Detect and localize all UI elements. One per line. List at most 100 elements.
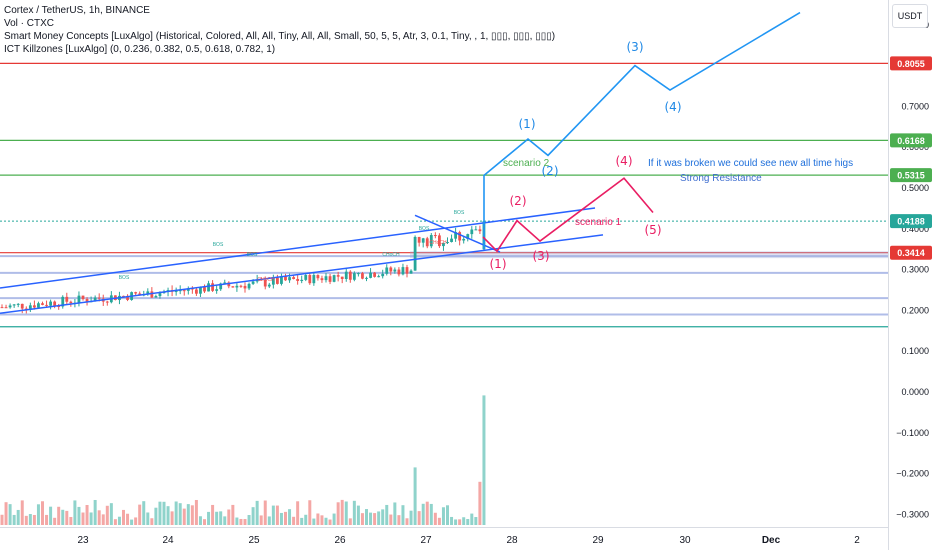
volume-bar bbox=[134, 517, 138, 525]
candle-body bbox=[182, 290, 186, 292]
price-tick-label: −0.3000 bbox=[896, 509, 929, 519]
volume-bar bbox=[73, 500, 77, 525]
smc-indicator-label[interactable]: Smart Money Concepts [LuxAlgo] (Historic… bbox=[4, 31, 556, 42]
symbol-title: Cortex / TetherUS, 1h, BINANCE bbox=[4, 5, 150, 16]
volume-bar bbox=[312, 518, 316, 525]
candle-body bbox=[300, 279, 304, 281]
candle-body bbox=[332, 275, 336, 282]
scenario-1-path bbox=[482, 177, 654, 253]
volume-bar bbox=[93, 499, 97, 525]
scenario-2-path bbox=[483, 11, 801, 250]
candle-body bbox=[348, 271, 352, 280]
price-tag-label: 0.8055 bbox=[897, 59, 925, 69]
volume-bar bbox=[389, 514, 393, 525]
candle-body bbox=[474, 229, 478, 231]
candle-body bbox=[385, 267, 389, 274]
candle-body bbox=[466, 234, 470, 239]
volume-bar bbox=[275, 505, 279, 525]
volume-bar bbox=[105, 505, 109, 525]
candle-body bbox=[438, 235, 441, 247]
volume-bar bbox=[263, 500, 267, 525]
volume-bar bbox=[198, 516, 202, 525]
price-chart[interactable]: BOS BOS BOS BOS BOS CHoCH CHoCH CHoCH (1) (2) (3) (… bbox=[0, 0, 888, 527]
time-tick-label: 29 bbox=[592, 535, 604, 546]
time-tick-label: 30 bbox=[679, 535, 691, 546]
candle-body bbox=[24, 308, 28, 310]
smc-label: CHoCH bbox=[257, 277, 275, 283]
candle-body bbox=[401, 267, 405, 275]
candle-body bbox=[61, 296, 65, 307]
volume-bar bbox=[32, 514, 36, 525]
volume-bar bbox=[170, 511, 174, 525]
candle-body bbox=[20, 303, 24, 309]
volume-bar bbox=[296, 501, 300, 525]
price-tick-label: 0.3000 bbox=[901, 265, 929, 275]
volume-bar bbox=[474, 517, 478, 525]
volume-bar bbox=[259, 515, 263, 525]
price-tag bbox=[890, 214, 932, 229]
candle-body bbox=[69, 301, 73, 304]
volume-bar bbox=[57, 506, 61, 525]
candle-body bbox=[425, 238, 429, 247]
volume-bar bbox=[348, 518, 352, 525]
volume-bar bbox=[393, 502, 397, 525]
scenario-2-label: scenario 2 bbox=[503, 158, 550, 169]
volume-bar bbox=[417, 511, 421, 525]
volume-bar bbox=[138, 504, 142, 525]
candle-body bbox=[211, 283, 214, 291]
volume-bar bbox=[231, 504, 235, 525]
volume-bar bbox=[401, 505, 405, 525]
candle-body bbox=[280, 276, 283, 284]
volume-bar bbox=[142, 501, 146, 525]
killzones-indicator-label[interactable]: ICT Killzones [LuxAlgo] (0, 0.236, 0.382… bbox=[4, 44, 276, 55]
price-axis[interactable]: 0.90000.80000.70000.60000.50000.40000.30… bbox=[888, 0, 932, 550]
candle-body bbox=[389, 267, 393, 272]
volume-bar bbox=[304, 514, 308, 525]
volume-bar bbox=[4, 502, 8, 525]
volume-bar bbox=[203, 519, 206, 525]
candle-body bbox=[231, 286, 235, 288]
volume-bar bbox=[235, 517, 239, 525]
volume-bar bbox=[150, 518, 154, 525]
candle-body bbox=[239, 285, 243, 287]
candle-body bbox=[450, 238, 453, 243]
candle-body bbox=[357, 273, 360, 275]
time-axis[interactable]: 23 24 25 26 27 28 29 30 Dec 2 bbox=[0, 527, 888, 551]
candle-body bbox=[373, 272, 376, 277]
volume-bar bbox=[271, 505, 275, 525]
volume-bar bbox=[77, 506, 81, 525]
candle-body bbox=[478, 229, 482, 232]
candle-body bbox=[381, 273, 385, 277]
candle-body bbox=[235, 285, 239, 288]
candle-body bbox=[393, 269, 397, 272]
volume-bar bbox=[117, 516, 121, 525]
chart-area[interactable]: BOS BOS BOS BOS BOS CHoCH CHoCH CHoCH (1) (2) (3) (… bbox=[0, 0, 888, 527]
price-tag bbox=[890, 245, 932, 260]
volume-indicator-label[interactable]: Vol · CTXC bbox=[4, 18, 55, 29]
volume-bar bbox=[190, 505, 194, 525]
candle-body bbox=[178, 290, 182, 292]
candle-body bbox=[320, 278, 324, 281]
volume-bar bbox=[365, 509, 368, 525]
currency-button[interactable]: USDT bbox=[892, 4, 928, 28]
smc-label: CHoCH bbox=[382, 252, 400, 258]
volume-bar bbox=[360, 513, 364, 525]
channel-upper-line bbox=[0, 207, 596, 289]
wave-label-red: (2) bbox=[510, 194, 527, 208]
price-tick-label: 0.2000 bbox=[901, 305, 929, 315]
volume-bar bbox=[320, 515, 324, 525]
volume-bar bbox=[186, 504, 190, 525]
price-tick-label: 0.7000 bbox=[901, 101, 929, 111]
volume-bar bbox=[49, 506, 53, 525]
candle-body bbox=[215, 289, 219, 291]
time-tick-label: 27 bbox=[420, 535, 432, 546]
smc-label: BOS bbox=[213, 242, 224, 248]
candle-body bbox=[446, 242, 449, 244]
candle-body bbox=[312, 275, 316, 284]
candle-body bbox=[77, 295, 81, 303]
candle-body bbox=[45, 304, 48, 306]
wave-label-blue: (4) bbox=[665, 100, 682, 114]
volume-bar bbox=[243, 519, 247, 525]
candle-body bbox=[37, 303, 40, 308]
candle-body bbox=[308, 275, 312, 284]
